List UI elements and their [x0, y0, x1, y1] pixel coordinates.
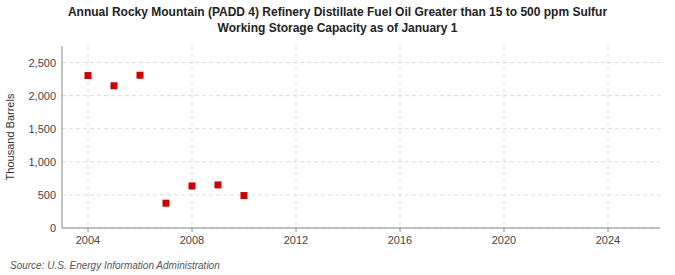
x-axis-line: [62, 228, 660, 229]
y-tick-label: 1,500: [28, 123, 56, 135]
x-grid-line: [504, 46, 505, 228]
x-tick-label: 2012: [284, 234, 308, 246]
x-tick-label: 2004: [76, 234, 100, 246]
y-grid-line: [62, 62, 660, 63]
annotation: Source: U.S. Energy Information Administ…: [10, 260, 220, 271]
title: Annual Rocky Mountain (PADD 4) Refinery …: [68, 5, 608, 19]
x-grid-line: [608, 46, 609, 228]
y-tick-label: 500: [38, 189, 56, 201]
x-grid-line: [296, 46, 297, 228]
points: [85, 72, 248, 207]
y-tick-label: 2,500: [28, 57, 56, 69]
point: [241, 192, 248, 199]
chart: Annual Rocky Mountain (PADD 4) Refinery …: [0, 0, 675, 275]
x-tick: [88, 228, 89, 232]
y-grid-line: [62, 228, 660, 229]
x-grid-line: [400, 46, 401, 228]
point: [111, 82, 118, 89]
x-tick-label: 2008: [180, 234, 204, 246]
point: [137, 72, 144, 79]
x-tick-label: 2020: [492, 234, 516, 246]
x-tick: [296, 228, 297, 232]
subtitle: Working Storage Capacity as of January 1: [218, 21, 458, 35]
x-grid-line: [192, 46, 193, 228]
y-tick-label: 1,000: [28, 156, 56, 168]
point: [85, 72, 92, 79]
x-tick-label: 2024: [596, 234, 620, 246]
x-tick: [608, 228, 609, 232]
point: [215, 181, 222, 188]
y-tick-label: 0: [50, 222, 56, 234]
x-tick: [504, 228, 505, 232]
y-grid-line: [62, 95, 660, 96]
y-axis-label: Thousand Barrels: [4, 93, 16, 180]
x-tick-label: 2016: [388, 234, 412, 246]
x-tick: [192, 228, 193, 232]
point: [189, 182, 196, 189]
y-grid-line: [62, 161, 660, 162]
x-tick: [400, 228, 401, 232]
y-grid-line: [62, 194, 660, 195]
y-axis-line: [62, 46, 63, 228]
grid: [62, 46, 660, 228]
y-tick-label: 2,000: [28, 90, 56, 102]
y-grid-line: [62, 128, 660, 129]
point: [163, 200, 170, 207]
